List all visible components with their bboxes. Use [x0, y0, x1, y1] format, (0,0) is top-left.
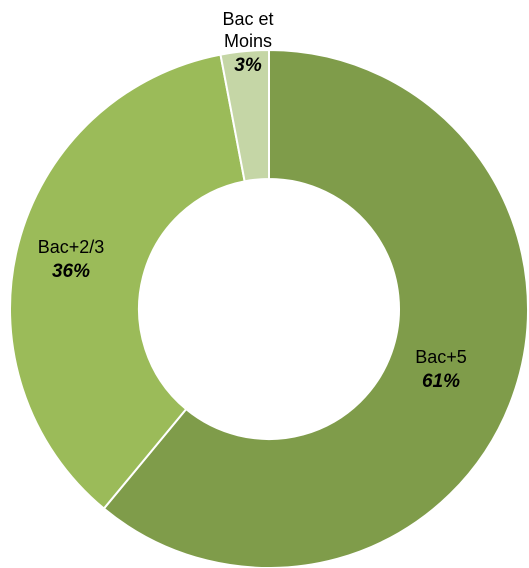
- slice-0-label-line-0: Bac+5: [415, 347, 467, 367]
- slice-1-label-line-0: Bac+2/3: [38, 237, 105, 257]
- slice-0: [102, 48, 529, 568]
- slice-2: [219, 48, 270, 183]
- slice-0-value-label: 61%: [422, 371, 460, 392]
- slice-2-label-line-1: Moins: [224, 31, 272, 51]
- donut-slices: [9, 48, 529, 568]
- slice-2-label-line-0: Bac et: [222, 9, 273, 29]
- slice-2-value-label: 3%: [234, 55, 262, 76]
- slice-1: [9, 53, 246, 510]
- slice-1-value-label: 36%: [52, 261, 90, 282]
